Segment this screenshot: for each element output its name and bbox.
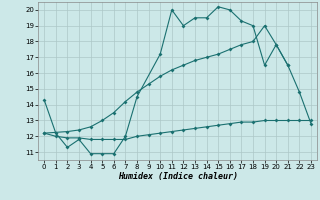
X-axis label: Humidex (Indice chaleur): Humidex (Indice chaleur) [118,172,238,181]
